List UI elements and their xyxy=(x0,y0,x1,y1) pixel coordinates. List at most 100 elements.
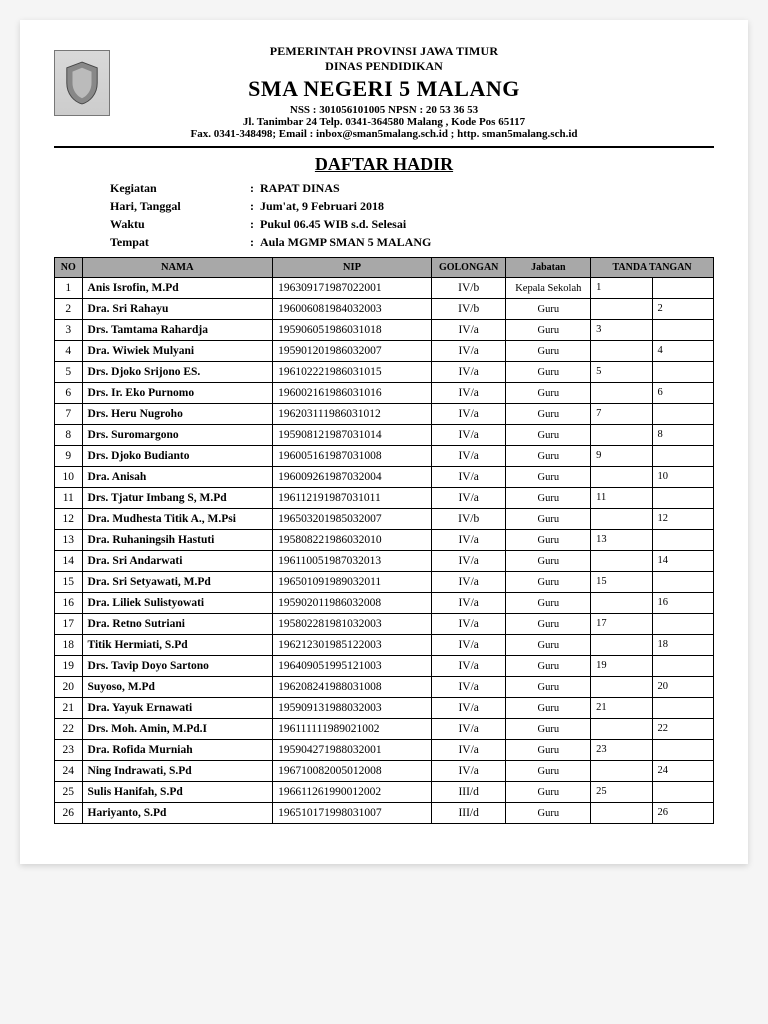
cell-no: 23 xyxy=(55,740,83,761)
cell-nip: 196009261987032004 xyxy=(273,467,432,488)
cell-nip: 196002161986031016 xyxy=(273,383,432,404)
cell-nip: 196510171998031007 xyxy=(273,803,432,824)
cell-signature-left: 19 xyxy=(591,656,652,677)
cell-golongan: IV/a xyxy=(431,320,506,341)
cell-jabatan: Guru xyxy=(506,782,591,803)
cell-jabatan: Guru xyxy=(506,677,591,698)
cell-nip: 196203111986031012 xyxy=(273,404,432,425)
cell-jabatan: Guru xyxy=(506,467,591,488)
meta-label: Kegiatan xyxy=(110,179,250,197)
cell-signature-left xyxy=(591,593,652,614)
table-header: NO NAMA NIP GOLONGAN Jabatan TANDA TANGA… xyxy=(55,258,714,278)
cell-nama: Titik Hermiati, S.Pd xyxy=(82,635,273,656)
cell-jabatan: Guru xyxy=(506,446,591,467)
cell-signature-left xyxy=(591,299,652,320)
cell-no: 12 xyxy=(55,509,83,530)
document-title: DAFTAR HADIR xyxy=(54,154,714,175)
cell-signature-right xyxy=(652,572,713,593)
attendance-table: NO NAMA NIP GOLONGAN Jabatan TANDA TANGA… xyxy=(54,257,714,824)
cell-nip: 195904271988032001 xyxy=(273,740,432,761)
cell-golongan: IV/a xyxy=(431,719,506,740)
cell-jabatan: Guru xyxy=(506,299,591,320)
cell-signature-left xyxy=(591,551,652,572)
cell-signature-right xyxy=(652,446,713,467)
cell-nip: 196611261990012002 xyxy=(273,782,432,803)
table-row: 16Dra. Liliek Sulistyowati19590201198603… xyxy=(55,593,714,614)
cell-signature-right: 20 xyxy=(652,677,713,698)
meta-label: Waktu xyxy=(110,215,250,233)
cell-jabatan: Guru xyxy=(506,320,591,341)
table-row: 23Dra. Rofida Murniah195904271988032001I… xyxy=(55,740,714,761)
cell-nama: Dra. Wiwiek Mulyani xyxy=(82,341,273,362)
table-row: 18Titik Hermiati, S.Pd196212301985122003… xyxy=(55,635,714,656)
cell-golongan: IV/a xyxy=(431,761,506,782)
cell-no: 8 xyxy=(55,425,83,446)
col-golongan: GOLONGAN xyxy=(431,258,506,278)
cell-golongan: IV/a xyxy=(431,488,506,509)
cell-nip: 196208241988031008 xyxy=(273,677,432,698)
cell-signature-left xyxy=(591,425,652,446)
table-row: 13Dra. Ruhaningsih Hastuti19580822198603… xyxy=(55,530,714,551)
cell-jabatan: Guru xyxy=(506,341,591,362)
cell-nama: Drs. Ir. Eko Purnomo xyxy=(82,383,273,404)
cell-nama: Drs. Heru Nugroho xyxy=(82,404,273,425)
cell-no: 25 xyxy=(55,782,83,803)
cell-signature-left xyxy=(591,635,652,656)
cell-nip: 196212301985122003 xyxy=(273,635,432,656)
cell-no: 18 xyxy=(55,635,83,656)
table-row: 1Anis Isrofin, M.Pd196309171987022001IV/… xyxy=(55,278,714,299)
cell-signature-left xyxy=(591,467,652,488)
cell-no: 4 xyxy=(55,341,83,362)
cell-nama: Drs. Suromargono xyxy=(82,425,273,446)
cell-nip: 196710082005012008 xyxy=(273,761,432,782)
cell-no: 10 xyxy=(55,467,83,488)
cell-no: 15 xyxy=(55,572,83,593)
letterhead: PEMERINTAH PROVINSI JAWA TIMUR DINAS PEN… xyxy=(54,44,714,148)
cell-nip: 195802281981032003 xyxy=(273,614,432,635)
table-body: 1Anis Isrofin, M.Pd196309171987022001IV/… xyxy=(55,278,714,824)
cell-signature-left: 3 xyxy=(591,320,652,341)
cell-golongan: IV/a xyxy=(431,635,506,656)
cell-nip: 196102221986031015 xyxy=(273,362,432,383)
cell-nama: Dra. Sri Setyawati, M.Pd xyxy=(82,572,273,593)
cell-signature-right: 26 xyxy=(652,803,713,824)
cell-golongan: IV/a xyxy=(431,341,506,362)
meta-row: Waktu: Pukul 06.45 WIB s.d. Selesai xyxy=(110,215,714,233)
cell-signature-left: 7 xyxy=(591,404,652,425)
meta-value: Aula MGMP SMAN 5 MALANG xyxy=(260,233,431,251)
col-jabatan: Jabatan xyxy=(506,258,591,278)
cell-signature-right: 6 xyxy=(652,383,713,404)
gov-line1: PEMERINTAH PROVINSI JAWA TIMUR xyxy=(54,44,714,59)
cell-no: 22 xyxy=(55,719,83,740)
cell-signature-right xyxy=(652,404,713,425)
cell-nip: 196112191987031011 xyxy=(273,488,432,509)
cell-golongan: IV/a xyxy=(431,446,506,467)
cell-signature-left: 23 xyxy=(591,740,652,761)
table-row: 22Drs. Moh. Amin, M.Pd.I1961111119890210… xyxy=(55,719,714,740)
cell-signature-left: 25 xyxy=(591,782,652,803)
cell-nip: 196005161987031008 xyxy=(273,446,432,467)
table-row: 17Dra. Retno Sutriani195802281981032003I… xyxy=(55,614,714,635)
cell-golongan: IV/a xyxy=(431,698,506,719)
cell-no: 5 xyxy=(55,362,83,383)
cell-nama: Drs. Tavip Doyo Sartono xyxy=(82,656,273,677)
cell-signature-left xyxy=(591,509,652,530)
cell-no: 7 xyxy=(55,404,83,425)
cell-golongan: III/d xyxy=(431,782,506,803)
cell-signature-right: 14 xyxy=(652,551,713,572)
cell-signature-right xyxy=(652,698,713,719)
cell-jabatan: Guru xyxy=(506,656,591,677)
cell-nama: Dra. Liliek Sulistyowati xyxy=(82,593,273,614)
cell-golongan: IV/a xyxy=(431,593,506,614)
cell-jabatan: Guru xyxy=(506,383,591,404)
cell-golongan: IV/b xyxy=(431,278,506,299)
cell-signature-left: 21 xyxy=(591,698,652,719)
cell-jabatan: Kepala Sekolah xyxy=(506,278,591,299)
cell-signature-right xyxy=(652,782,713,803)
cell-golongan: IV/a xyxy=(431,740,506,761)
cell-nip: 195808221986032010 xyxy=(273,530,432,551)
cell-nip: 195908121987031014 xyxy=(273,425,432,446)
cell-jabatan: Guru xyxy=(506,761,591,782)
cell-signature-right xyxy=(652,530,713,551)
cell-no: 2 xyxy=(55,299,83,320)
